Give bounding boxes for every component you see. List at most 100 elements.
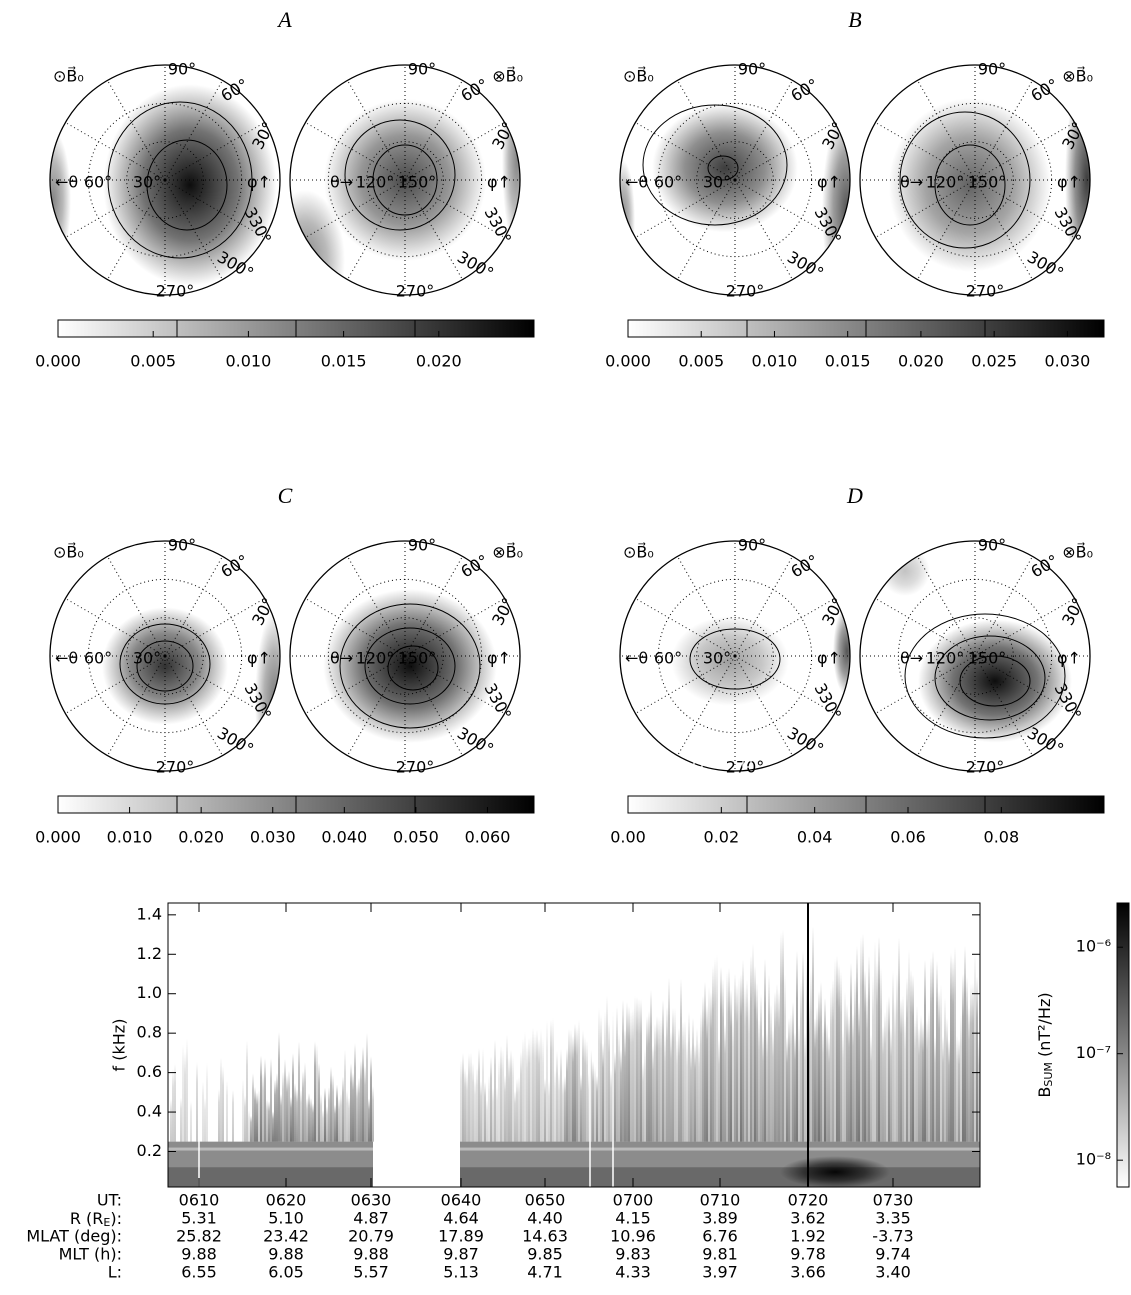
polar-label: 90° — [168, 536, 196, 555]
spectral-column — [894, 1001, 896, 1142]
spectral-column — [570, 1030, 572, 1142]
spectral-column — [264, 1058, 266, 1142]
spectral-column — [870, 1035, 872, 1142]
panel-title: D — [846, 483, 863, 508]
spectral-column — [672, 1008, 674, 1142]
polar-label: 30° — [703, 173, 731, 192]
spectral-column — [274, 1079, 276, 1142]
spectral-column — [512, 1055, 514, 1142]
spectral-column — [712, 966, 714, 1142]
spectral-column — [350, 1063, 352, 1142]
spectral-column — [276, 1072, 278, 1142]
spectral-column — [862, 933, 864, 1142]
spectral-column — [696, 1028, 698, 1142]
spectral-column — [180, 1097, 182, 1142]
polar-plot: ⊙B⃗₀ 90°60°30°←θ 60° 30° φ↑330°300°270° — [619, 60, 851, 301]
spectral-column — [708, 986, 710, 1142]
polar-label: 60° — [654, 173, 682, 192]
spectral-column — [892, 970, 894, 1142]
spectral-column — [682, 1021, 684, 1142]
spectral-column — [290, 1096, 292, 1142]
spectral-column — [582, 1030, 584, 1142]
spectral-column — [578, 1019, 580, 1142]
contour — [934, 635, 1046, 721]
polar-label: 90° — [408, 536, 436, 555]
spectral-column — [496, 1086, 498, 1142]
spectral-column — [868, 955, 870, 1142]
spectral-column — [300, 1089, 302, 1142]
polar-label: 120° — [356, 649, 395, 668]
polar-frame — [619, 540, 851, 772]
polar-plot: ⊗B⃗₀90°60°30°θ→ 120° 150° φ↑330°300°270° — [859, 60, 1093, 301]
spectral-column — [684, 1020, 686, 1142]
polar-label: 120° — [926, 649, 965, 668]
spectral-column — [720, 966, 722, 1142]
colorbar-tick-label: 10⁻⁶ — [1076, 937, 1111, 956]
spectral-column — [366, 1032, 368, 1142]
edge-shade — [833, 606, 850, 696]
polar-label: 60° — [84, 173, 112, 192]
spectral-column — [600, 1015, 602, 1142]
table-cell: 5.57 — [353, 1263, 389, 1282]
spectral-column — [922, 1022, 924, 1142]
spectral-column — [604, 1011, 606, 1142]
spectral-column — [322, 1110, 324, 1142]
polar-frame — [289, 540, 521, 772]
spectral-column — [338, 1098, 340, 1142]
polar-label: ⊗B⃗₀ — [492, 66, 523, 86]
spectral-column — [554, 1070, 556, 1142]
spectral-column — [714, 958, 716, 1142]
polar-grid-circle — [87, 578, 243, 734]
polar-label: 90° — [738, 60, 766, 79]
spectral-column — [530, 1036, 532, 1142]
spectral-column — [694, 1044, 696, 1142]
panel-title: B — [848, 7, 861, 32]
spectral-column — [896, 972, 898, 1142]
spectral-column — [186, 1038, 188, 1142]
spectral-column — [172, 1069, 174, 1142]
spectral-column — [348, 1097, 350, 1142]
spectral-column — [888, 995, 890, 1142]
spectral-column — [652, 1045, 654, 1142]
spectral-column — [504, 1075, 506, 1142]
spectral-column — [576, 1027, 578, 1142]
spectral-column — [738, 977, 740, 1142]
table-cell: 0710 — [700, 1191, 741, 1210]
polar-label: 270° — [156, 282, 195, 301]
spectral-column — [306, 1098, 308, 1142]
polar-label: ←θ — [55, 649, 78, 668]
spectral-column — [864, 969, 866, 1142]
spectral-column — [710, 991, 712, 1142]
spectral-column — [314, 1041, 316, 1142]
y-tick-label: 1.2 — [137, 944, 162, 963]
spectral-column — [260, 1055, 262, 1142]
polar-label: 270° — [156, 758, 195, 777]
spectral-column — [804, 1032, 806, 1142]
spectral-column — [526, 1045, 528, 1142]
polar-label: ⊗B⃗₀ — [1062, 542, 1093, 562]
row-label: UT: — [97, 1191, 122, 1210]
spectral-column — [898, 937, 900, 1142]
table-cell: 10.96 — [610, 1227, 656, 1246]
plot-frame — [167, 902, 981, 1188]
spectral-column — [534, 1033, 536, 1142]
spectral-column — [218, 1089, 220, 1142]
colorbar-tick-label: 0.040 — [321, 828, 367, 847]
edge-shade — [50, 130, 71, 270]
polar-grid-circle — [87, 102, 243, 258]
spectral-column — [726, 972, 728, 1142]
polar-grid-circle — [897, 578, 1053, 734]
center-dot — [403, 654, 407, 658]
spectral-column — [206, 1063, 208, 1142]
table-cell: 3.97 — [702, 1263, 738, 1282]
spectral-column — [900, 999, 902, 1142]
polar-grid-circle — [327, 102, 483, 258]
spectral-column — [636, 996, 638, 1142]
spectral-column — [918, 1027, 920, 1142]
spectral-column — [828, 1035, 830, 1142]
spectral-column — [734, 973, 736, 1142]
spectral-column — [272, 1111, 274, 1142]
spectral-column — [552, 1017, 554, 1142]
table-cell: 25.82 — [176, 1227, 222, 1246]
spectral-column — [634, 995, 636, 1142]
